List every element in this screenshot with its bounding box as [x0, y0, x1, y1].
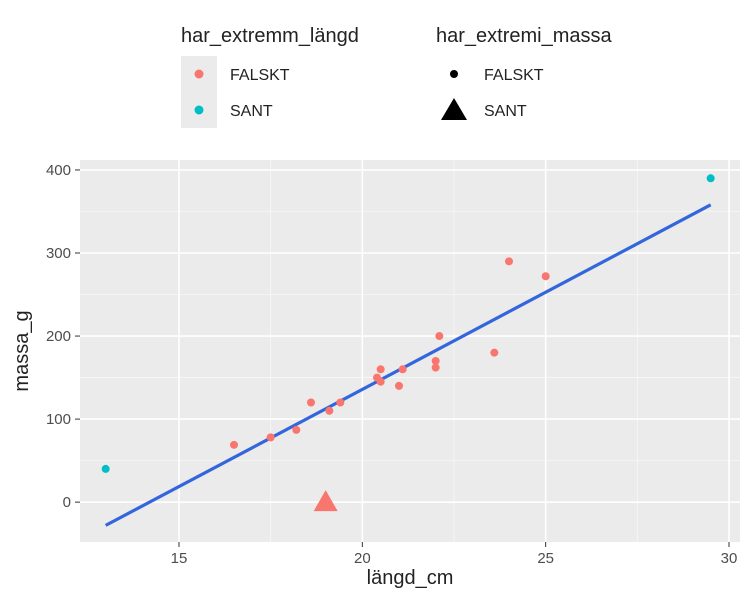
data-point-triangle — [313, 490, 338, 512]
trend-line — [104, 203, 712, 527]
legend-shape-label-falskt: FALSKT — [484, 67, 544, 84]
data-point — [101, 464, 110, 473]
data-point — [541, 272, 550, 281]
y-axis-title: massa_g — [11, 310, 33, 391]
x-tick-label: 30 — [721, 550, 738, 567]
y-axis: 0 100 200 300 400 — [46, 162, 80, 511]
x-tick-label: 15 — [171, 550, 188, 567]
data-point — [230, 440, 238, 449]
data-points — [101, 174, 715, 512]
legend-shape-key-falskt — [450, 70, 458, 78]
x-axis: 15 20 25 30 — [171, 542, 738, 567]
data-point — [307, 398, 315, 407]
x-tick-label: 25 — [537, 550, 554, 567]
legend-color: har_extremm_längd FALSKT SANT — [181, 25, 359, 128]
legend-color-key-falskt — [194, 69, 204, 79]
data-point — [706, 174, 715, 183]
data-point — [431, 356, 440, 365]
legend-shape-label-sant: SANT — [484, 103, 527, 120]
y-tick-label: 200 — [46, 328, 71, 345]
y-tick-label: 300 — [46, 245, 71, 262]
data-point — [292, 425, 301, 434]
y-tick-label: 0 — [63, 494, 71, 511]
y-tick-label: 100 — [46, 411, 71, 428]
data-point — [398, 365, 407, 374]
grid-major — [80, 160, 740, 542]
grid-minor — [80, 160, 740, 542]
data-point — [435, 332, 444, 341]
legend-shape-title: har_extremi_massa — [436, 25, 613, 47]
data-point — [336, 398, 345, 407]
data-point — [376, 365, 385, 374]
legend-color-label-falskt: FALSKT — [230, 67, 290, 84]
data-point — [266, 433, 275, 442]
data-point — [376, 377, 385, 386]
legend-shape-key-sant — [441, 98, 467, 120]
data-point — [395, 381, 403, 390]
data-point — [490, 348, 499, 357]
x-tick-label: 20 — [354, 550, 371, 567]
y-tick-label: 400 — [46, 162, 71, 179]
data-point — [505, 257, 513, 266]
data-point — [325, 406, 334, 415]
trend-line-group — [104, 203, 712, 527]
data-point — [431, 363, 440, 372]
legend-color-label-sant: SANT — [230, 103, 273, 120]
legend-color-title: har_extremm_längd — [181, 25, 359, 47]
legend-shape: har_extremi_massa FALSKT SANT — [436, 25, 613, 128]
legend-color-key-sant — [194, 105, 204, 115]
plot-panel — [80, 160, 740, 542]
x-axis-title: längd_cm — [367, 567, 454, 589]
